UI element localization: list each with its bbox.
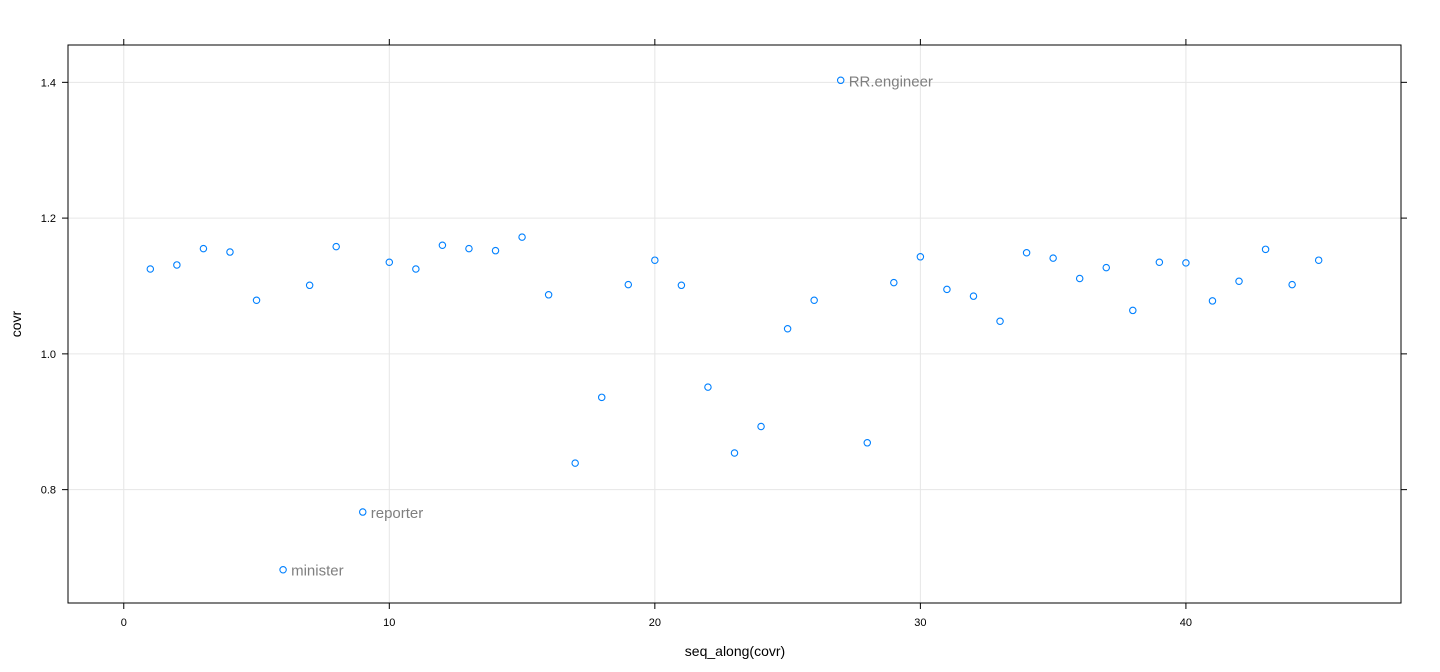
data-point	[438, 241, 447, 250]
data-point	[1261, 245, 1270, 254]
data-point	[890, 278, 898, 287]
data-point	[836, 76, 845, 85]
data-point	[1155, 258, 1164, 266]
data-point	[1314, 256, 1323, 264]
data-point	[491, 246, 500, 255]
data-point	[199, 244, 208, 253]
data-point	[465, 244, 473, 253]
point-annotation: RR.engineer	[849, 73, 933, 90]
data-point	[677, 281, 686, 290]
data-point	[996, 317, 1004, 326]
data-point	[412, 265, 420, 273]
y-axis-title: covr	[8, 310, 24, 337]
data-point	[730, 449, 739, 457]
point-annotation: minister	[291, 563, 344, 580]
data-point	[810, 296, 818, 304]
data-point	[518, 233, 526, 241]
y-tick-label: 1.2	[41, 213, 56, 225]
x-tick-label: 20	[649, 617, 661, 629]
data-point	[1049, 254, 1057, 262]
data-point	[916, 253, 925, 261]
data-point	[1102, 263, 1111, 272]
x-tick-label: 40	[1180, 617, 1192, 629]
y-tick-label: 0.8	[41, 485, 56, 497]
x-tick-label: 10	[383, 617, 395, 629]
data-point	[544, 291, 553, 299]
data-point	[1129, 306, 1137, 315]
data-point	[1075, 274, 1084, 283]
data-point	[757, 422, 765, 431]
plot-panel	[67, 44, 1402, 604]
data-point	[704, 383, 712, 391]
y-tick-label: 1.4	[41, 77, 56, 89]
data-point	[1288, 280, 1296, 289]
data-point	[385, 258, 394, 266]
point-annotations: minister reporter RR.engineer	[291, 73, 933, 579]
point-annotation: reporter	[371, 505, 424, 522]
y-tick-label: 1.0	[41, 349, 56, 361]
data-points	[146, 76, 1323, 574]
x-tick-label: 0	[121, 617, 127, 629]
data-point	[783, 325, 792, 333]
data-point	[943, 285, 951, 294]
x-tick-label: 30	[914, 617, 926, 629]
data-point	[969, 292, 978, 300]
grid	[68, 45, 1401, 603]
data-point	[597, 393, 606, 402]
axis-ticks: 0 10 20 30 40 0.8 1.0 1.2 1.4	[41, 39, 1407, 629]
data-point	[305, 281, 314, 290]
data-point	[332, 242, 340, 251]
data-point	[651, 256, 659, 264]
data-point	[571, 459, 579, 467]
data-point	[1208, 297, 1217, 305]
data-point	[624, 280, 633, 289]
data-point	[226, 248, 234, 256]
data-point	[173, 261, 181, 269]
data-point	[358, 508, 367, 516]
data-point	[252, 296, 261, 304]
x-axis-title: seq_along(covr)	[685, 643, 785, 659]
data-point	[1022, 248, 1031, 257]
data-point	[146, 265, 155, 273]
data-point	[1182, 259, 1190, 267]
data-point	[1235, 277, 1243, 285]
data-point	[863, 439, 872, 447]
data-point	[279, 565, 287, 574]
